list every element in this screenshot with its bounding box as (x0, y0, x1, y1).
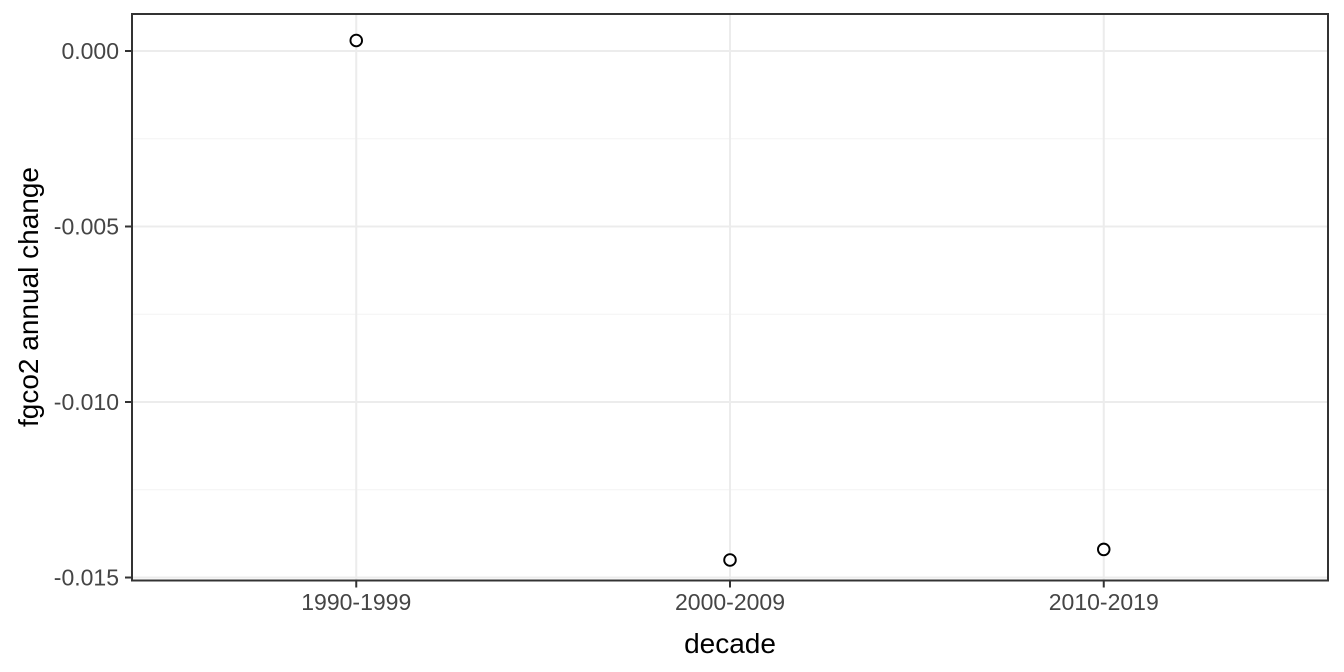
y-axis-title: fgco2 annual change (13, 167, 44, 427)
x-tick-label: 2000-2009 (675, 589, 785, 615)
data-point (723, 553, 737, 567)
data-point (1096, 542, 1111, 557)
y-tick-label: 0.000 (61, 38, 119, 64)
y-tick-label: -0.005 (54, 214, 119, 240)
panel-border-layer (131, 13, 1329, 582)
x-axis-title: decade (684, 628, 776, 659)
tick-layer: 0.000 -0.005 -0.010 -0.015 1990-1999 2000-200… (54, 38, 1159, 615)
point-layer (349, 33, 1111, 567)
grid-layer (132, 14, 1328, 581)
panel-border (131, 13, 1329, 582)
x-tick-label: 2010-2019 (1049, 589, 1159, 615)
y-tick-label: -0.010 (54, 389, 119, 415)
y-tick-label: -0.015 (54, 565, 119, 591)
data-point (349, 33, 364, 48)
x-tick-label: 1990-1999 (301, 589, 411, 615)
